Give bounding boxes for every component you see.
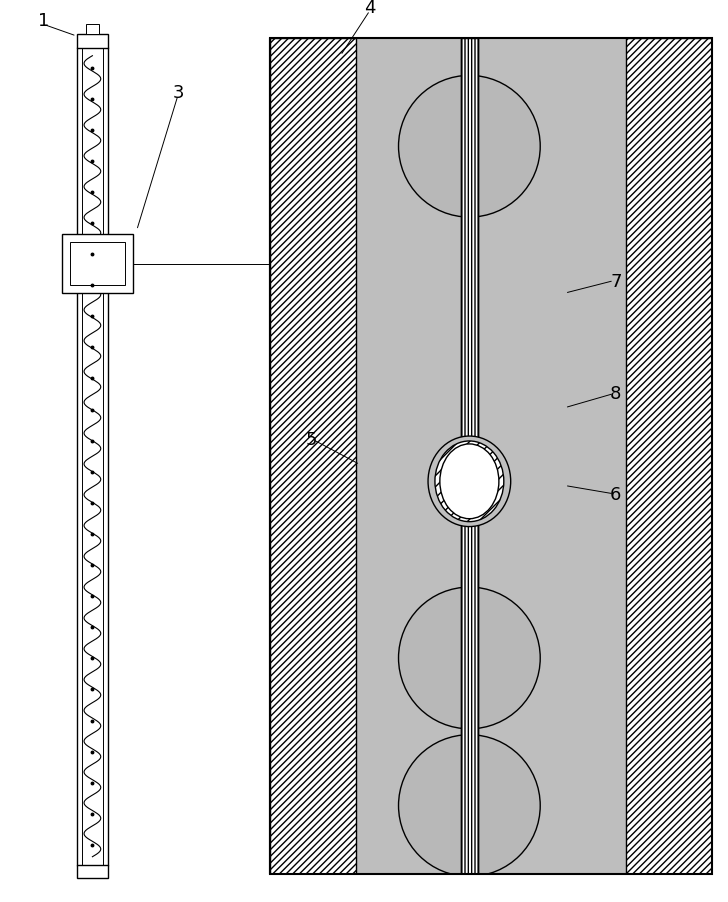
Text: 5: 5 [305,431,317,449]
Bar [461,39,478,874]
Text: 3: 3 [173,84,183,102]
Bar [269,39,713,874]
Text: 7: 7 [610,272,622,290]
Text: 1: 1 [38,13,49,31]
Text: 6: 6 [610,485,622,503]
Bar [269,39,713,874]
Bar [461,39,478,874]
Bar [626,39,713,874]
Circle shape [398,587,540,729]
Ellipse shape [440,445,499,520]
Bar [6,874,722,902]
Bar [62,235,132,294]
Bar [85,25,99,35]
Circle shape [398,735,540,877]
Text: 8: 8 [610,385,622,403]
Bar [269,39,356,874]
Bar [70,243,125,286]
Bar [76,35,108,49]
Ellipse shape [435,441,504,522]
Bar [76,865,108,879]
Ellipse shape [428,437,511,527]
Circle shape [398,77,540,218]
Bar [356,39,626,874]
Text: 4: 4 [364,0,376,16]
